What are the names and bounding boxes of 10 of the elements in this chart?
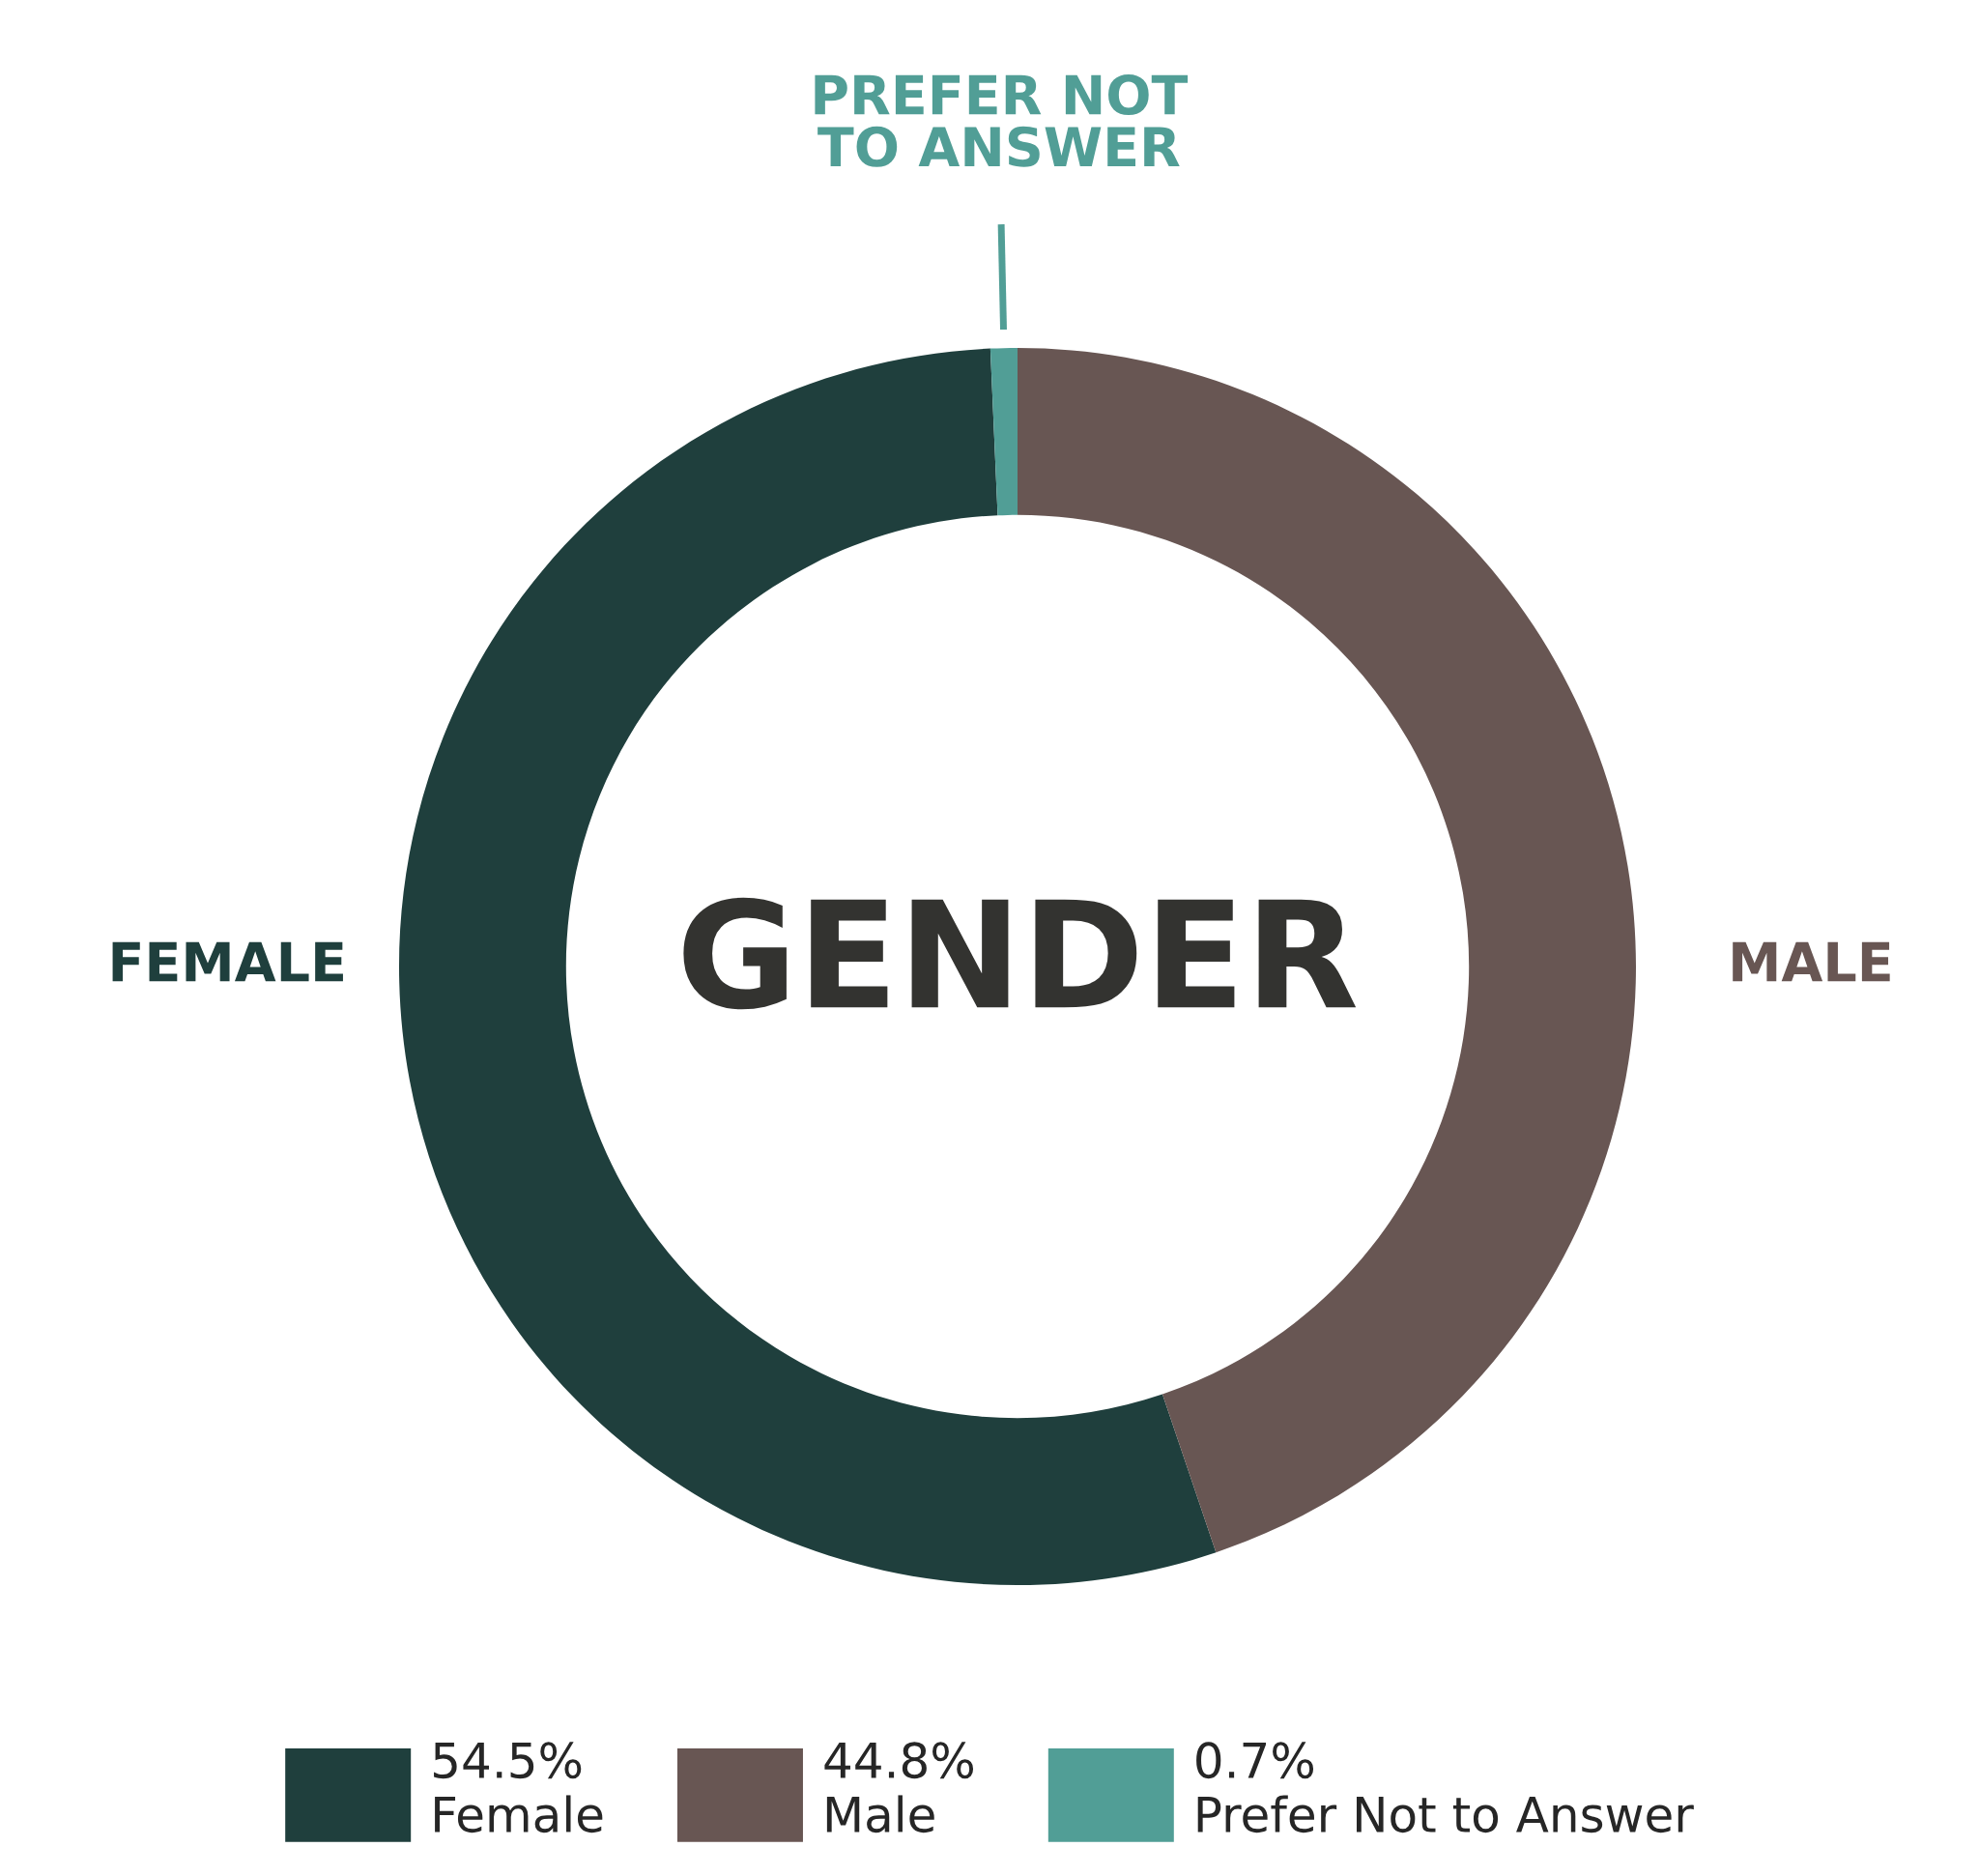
text: PREFER NOT TO ANSWER [815,74,1189,167]
text: MALE [1733,941,1890,982]
data-label: 0.7% [1196,1742,1314,1779]
legend-label: Female [435,1795,603,1833]
legend-label: Prefer Not to Answer [1197,1795,1694,1833]
text: GENDER [683,897,1357,1010]
data-label: 54.5% [434,1742,582,1779]
data-label: 44.8% [824,1742,974,1779]
text: FEMALE [112,941,343,982]
legend-label: Male [826,1795,934,1833]
